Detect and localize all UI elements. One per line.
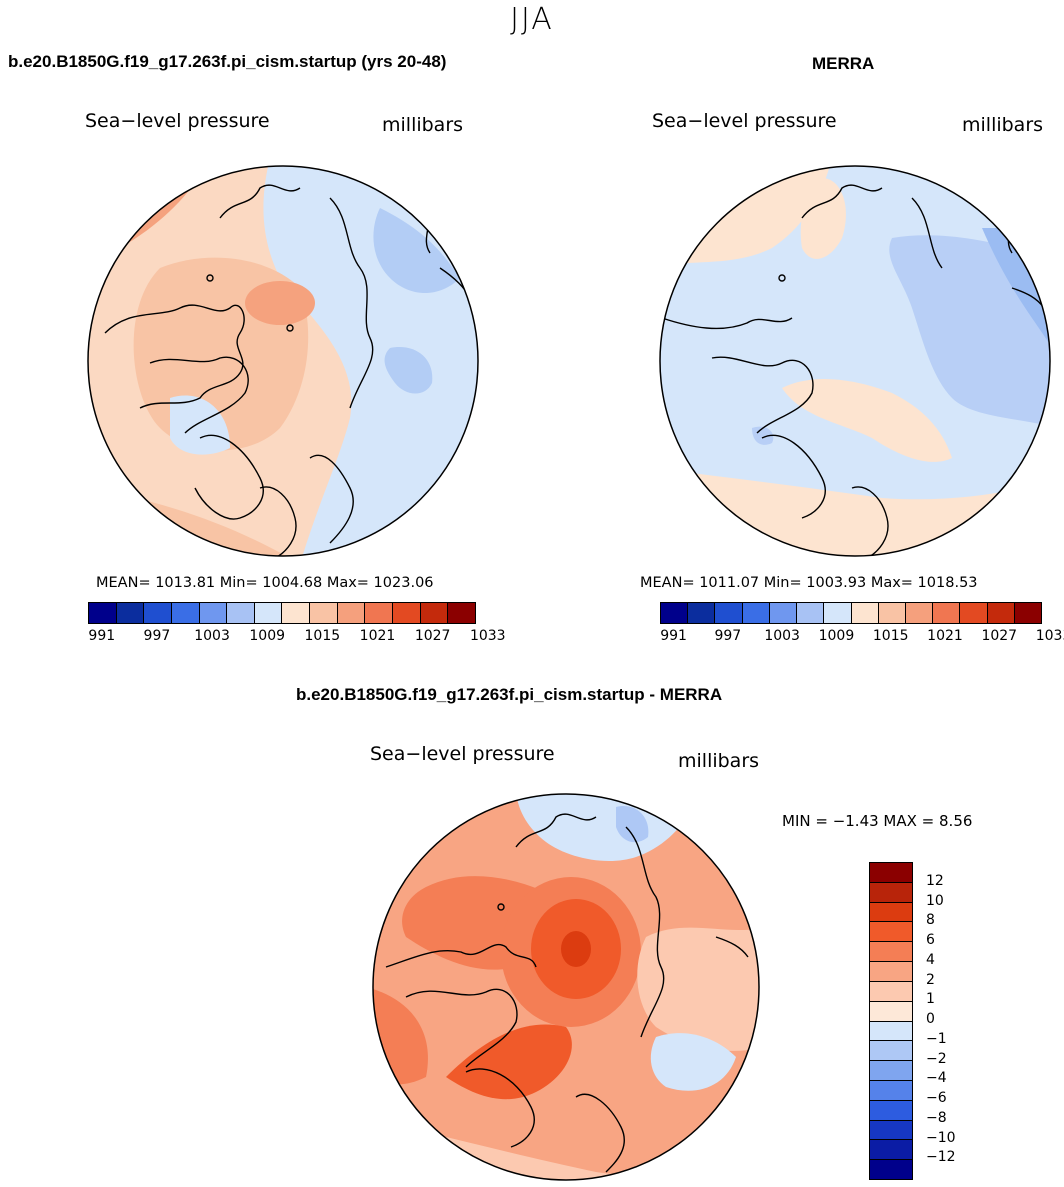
colorbar-tick-label: 4 xyxy=(926,951,935,968)
colorbar-swatch xyxy=(878,603,906,623)
colorbar-swatch xyxy=(870,942,912,963)
colorbar-tick-label: −6 xyxy=(926,1090,947,1106)
colorbar-swatch xyxy=(824,603,852,623)
colorbar-tick-label: 1033 xyxy=(469,628,506,644)
diff-colorbar-labels: 12 10 8 6 4 2 1 0 −1 −2 −4 −6 −8 −10 −12 xyxy=(926,862,986,1178)
obs-colorbar-labels: 991 997 1003 1009 1015 1021 1027 1033 xyxy=(660,628,1064,648)
colorbar-swatch xyxy=(870,1120,912,1141)
colorbar-tick-label: 1021 xyxy=(359,628,396,644)
colorbar-swatch xyxy=(89,603,117,623)
colorbar-swatch xyxy=(870,1140,912,1161)
obs-units-label: millibars xyxy=(962,114,1044,136)
colorbar-swatch xyxy=(282,603,311,623)
colorbar-swatch xyxy=(870,863,912,883)
colorbar-tick-label: 1015 xyxy=(304,628,341,644)
colorbar-tick-label: −4 xyxy=(926,1070,947,1087)
colorbar-tick-label: −2 xyxy=(926,1050,947,1067)
colorbar-tick-label: 997 xyxy=(143,628,171,644)
diff-polar-map xyxy=(372,793,760,1181)
colorbar-tick-label: −12 xyxy=(926,1149,956,1166)
colorbar-swatch xyxy=(933,603,961,623)
colorbar-swatch xyxy=(199,603,228,623)
colorbar-swatch xyxy=(851,603,879,623)
colorbar-swatch xyxy=(870,981,912,1002)
colorbar-tick-label: 1009 xyxy=(249,628,286,644)
colorbar-swatch xyxy=(960,603,988,623)
colorbar-swatch xyxy=(365,603,394,623)
colorbar-swatch xyxy=(227,603,255,623)
diff-colorbar xyxy=(869,862,913,1180)
colorbar-tick-label: 991 xyxy=(660,628,687,644)
colorbar-tick-label: 1027 xyxy=(981,628,1018,644)
colorbar-swatch xyxy=(448,603,475,623)
colorbar-tick-label: 2 xyxy=(926,971,935,988)
colorbar-tick-label: 1021 xyxy=(927,628,963,644)
colorbar-swatch xyxy=(905,603,934,623)
colorbar-tick-label: 1003 xyxy=(764,628,800,644)
colorbar-swatch xyxy=(310,603,338,623)
colorbar-tick-label: −8 xyxy=(926,1109,947,1126)
colorbar-swatch xyxy=(870,1061,912,1081)
colorbar-swatch xyxy=(715,603,743,623)
colorbar-tick-label: 1003 xyxy=(194,628,230,644)
colorbar-tick-label: 10 xyxy=(926,892,944,909)
colorbar-tick-label: 12 xyxy=(926,872,944,889)
colorbar-swatch xyxy=(144,603,172,623)
diff-units-label: millibars xyxy=(678,750,760,772)
model-colorbar-labels: 991 997 1003 1009 1015 1021 1027 1033 xyxy=(88,628,505,648)
colorbar-tick-label: 1 xyxy=(926,991,935,1008)
colorbar-tick-label: −10 xyxy=(926,1129,956,1146)
colorbar-tick-label: 1027 xyxy=(414,628,451,644)
colorbar-swatch xyxy=(870,962,912,982)
diff-min-max: MIN = −1.43 MAX = 8.56 xyxy=(782,812,973,830)
diff-variable-label: Sea−level pressure xyxy=(370,743,555,765)
colorbar-swatch xyxy=(870,882,912,903)
figure-title: JJA xyxy=(510,2,554,37)
colorbar-swatch xyxy=(688,603,716,623)
colorbar-tick-label: −1 xyxy=(926,1030,947,1047)
colorbar-tick-label: 991 xyxy=(88,628,116,644)
colorbar-swatch xyxy=(393,603,421,623)
colorbar-swatch xyxy=(742,603,770,623)
model-polar-map xyxy=(87,165,479,557)
obs-panel-title: MERRA xyxy=(812,54,875,73)
obs-stats: MEAN= 1011.07 Min= 1003.93 Max= 1018.53 xyxy=(640,575,978,591)
colorbar-tick-label: 1033 xyxy=(1035,628,1064,644)
colorbar-tick-label: 0 xyxy=(926,1011,935,1027)
colorbar-swatch xyxy=(870,922,912,943)
colorbar-swatch xyxy=(420,603,449,623)
colorbar-tick-label: 1015 xyxy=(872,628,909,644)
colorbar-tick-label: 6 xyxy=(926,932,935,948)
colorbar-swatch xyxy=(337,603,366,623)
model-stats: MEAN= 1013.81 Min= 1004.68 Max= 1023.06 xyxy=(96,575,434,591)
colorbar-swatch xyxy=(870,902,912,923)
colorbar-swatch xyxy=(987,603,1015,623)
colorbar-tick-label: 997 xyxy=(714,628,742,644)
colorbar-swatch xyxy=(870,1080,912,1101)
colorbar-swatch xyxy=(870,1001,912,1022)
colorbar-swatch xyxy=(797,603,825,623)
colorbar-swatch xyxy=(769,603,798,623)
model-units-label: millibars xyxy=(382,114,464,136)
colorbar-swatch xyxy=(171,603,200,623)
diff-panel-title: b.e20.B1850G.f19_g17.263f.pi_cism.startu… xyxy=(296,685,723,704)
colorbar-tick-label: 8 xyxy=(926,912,935,929)
colorbar-tick-label: 1009 xyxy=(818,628,855,644)
obs-variable-label: Sea−level pressure xyxy=(652,110,837,132)
obs-polar-map xyxy=(659,165,1051,557)
colorbar-swatch xyxy=(116,603,145,623)
colorbar-swatch xyxy=(870,1021,912,1042)
colorbar-swatch xyxy=(1014,603,1042,623)
colorbar-swatch xyxy=(870,1100,912,1121)
model-variable-label: Sea−level pressure xyxy=(85,110,270,132)
colorbar-swatch xyxy=(870,1041,912,1062)
colorbar-swatch xyxy=(870,1160,912,1179)
colorbar-swatch xyxy=(254,603,283,623)
obs-colorbar xyxy=(660,602,1042,624)
model-panel-title: b.e20.B1850G.f19_g17.263f.pi_cism.startu… xyxy=(8,52,447,71)
colorbar-swatch xyxy=(661,603,689,623)
model-colorbar xyxy=(88,602,476,624)
